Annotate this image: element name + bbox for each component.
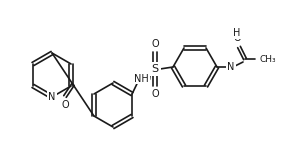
- Text: O: O: [233, 33, 241, 43]
- Text: CH₃: CH₃: [260, 54, 277, 63]
- Text: N: N: [48, 92, 56, 102]
- Text: H: H: [233, 28, 241, 38]
- Text: O: O: [151, 39, 159, 49]
- Text: NH: NH: [134, 73, 149, 84]
- Text: O: O: [61, 100, 69, 109]
- Text: S: S: [151, 64, 159, 74]
- Text: O: O: [151, 89, 159, 99]
- Text: N: N: [227, 62, 235, 72]
